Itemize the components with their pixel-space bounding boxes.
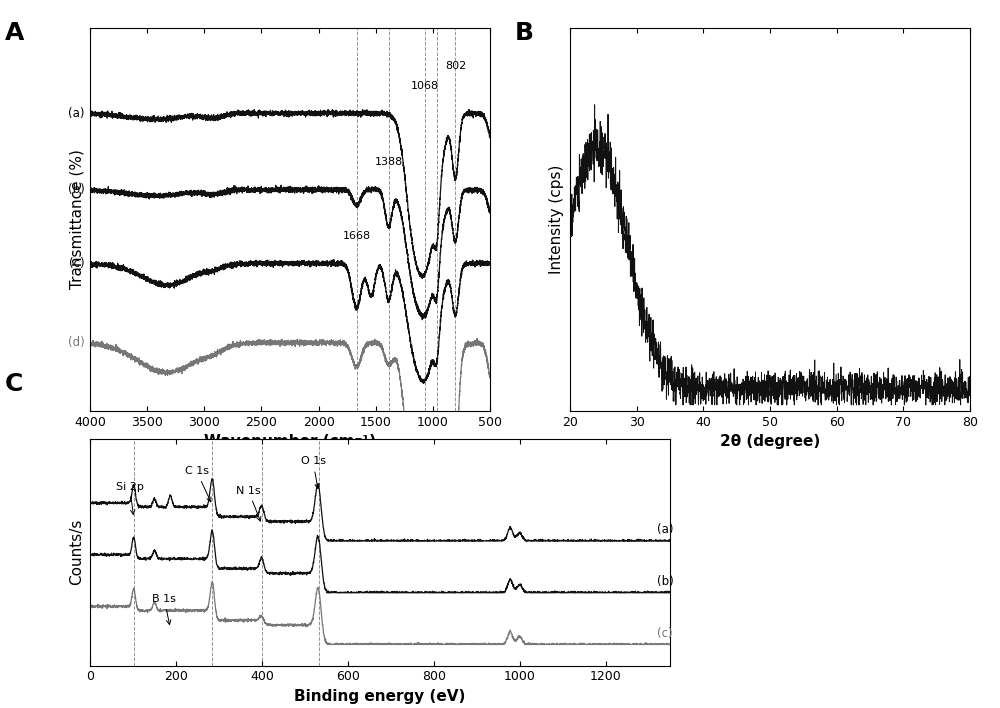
Text: 1668: 1668 <box>342 231 371 241</box>
Text: 1068: 1068 <box>411 81 439 91</box>
X-axis label: Wavenumber (cm⁻¹): Wavenumber (cm⁻¹) <box>204 434 376 449</box>
Text: N 1s: N 1s <box>236 486 261 521</box>
Text: (c): (c) <box>69 257 84 270</box>
Y-axis label: Intensity (cps): Intensity (cps) <box>549 165 564 274</box>
Text: (b): (b) <box>68 183 84 196</box>
Text: (d): (d) <box>68 336 84 349</box>
Text: 964: 964 <box>426 450 448 460</box>
Text: B 1s: B 1s <box>152 594 176 624</box>
Text: 802: 802 <box>445 61 466 71</box>
Text: B: B <box>515 21 534 45</box>
Text: Si 2p: Si 2p <box>116 482 144 515</box>
Text: C 1s: C 1s <box>185 466 211 502</box>
Y-axis label: Transmittance (%): Transmittance (%) <box>69 149 84 290</box>
Text: C: C <box>5 372 23 396</box>
Text: A: A <box>5 21 24 45</box>
X-axis label: 2θ (degree): 2θ (degree) <box>720 434 820 449</box>
X-axis label: Binding energy (eV): Binding energy (eV) <box>294 689 466 704</box>
Text: O 1s: O 1s <box>301 457 326 489</box>
Text: (b): (b) <box>657 575 674 588</box>
Y-axis label: Counts/s: Counts/s <box>69 519 84 586</box>
Text: (c): (c) <box>657 627 673 639</box>
Text: (a): (a) <box>657 523 674 536</box>
Text: 1388: 1388 <box>374 157 403 167</box>
Text: (a): (a) <box>68 107 84 120</box>
